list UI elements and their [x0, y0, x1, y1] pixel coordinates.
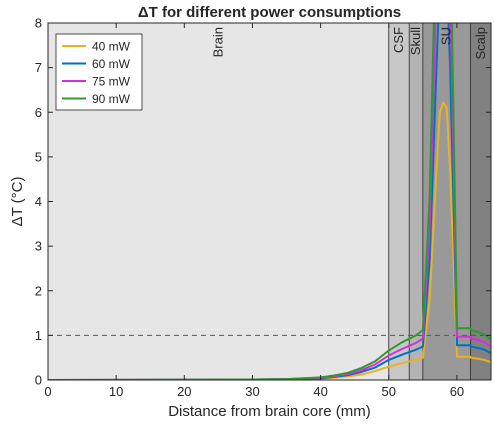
- region-label-skull: Skull: [408, 27, 423, 55]
- y-tick-label: 3: [35, 239, 42, 254]
- x-axis-label: Distance from brain core (mm): [168, 403, 371, 420]
- y-tick-label: 4: [35, 194, 42, 209]
- legend-entry: 40 mW: [92, 40, 131, 54]
- region-label-brain: Brain: [210, 27, 225, 57]
- legend-entry: 75 mW: [92, 75, 131, 89]
- series-layer: [48, 23, 491, 380]
- y-tick-label: 6: [35, 105, 42, 120]
- x-tick-label: 10: [109, 384, 123, 399]
- x-tick-label: 40: [313, 384, 327, 399]
- x-tick-label: 0: [44, 384, 51, 399]
- region-csf: [388, 23, 410, 380]
- region-labels: Brain CSF Skull SU Scalp: [210, 27, 487, 60]
- region-skull: [409, 23, 423, 380]
- y-tick-label: 5: [35, 149, 42, 164]
- region-label-csf: CSF: [391, 27, 406, 53]
- legend: 40 mW 60 mW 75 mW 90 mW: [55, 33, 143, 111]
- chart-title: ΔT for different power consumptions: [138, 4, 401, 21]
- region-scalp: [470, 23, 491, 380]
- legend-entry: 60 mW: [92, 57, 131, 71]
- y-axis-label: ΔT (°C): [9, 177, 26, 227]
- axis-ticks: 0 10 20 30 40 50 60 0 1 2 3 4 5 6 7 8: [35, 16, 491, 399]
- region-label-su: SU: [439, 27, 454, 45]
- x-tick-label: 30: [245, 384, 259, 399]
- region-label-scalp: Scalp: [473, 27, 488, 60]
- y-tick-label: 1: [35, 328, 42, 343]
- x-tick-label: 20: [177, 384, 191, 399]
- series-line-90-mw: [48, 23, 491, 380]
- y-tick-label: 0: [35, 373, 42, 388]
- y-tick-label: 8: [35, 16, 42, 31]
- y-tick-label: 2: [35, 283, 42, 298]
- legend-entry: 90 mW: [92, 92, 131, 106]
- x-tick-label: 50: [382, 384, 396, 399]
- x-tick-label: 60: [450, 384, 464, 399]
- y-tick-label: 7: [35, 60, 42, 75]
- tissue-regions: [48, 23, 491, 380]
